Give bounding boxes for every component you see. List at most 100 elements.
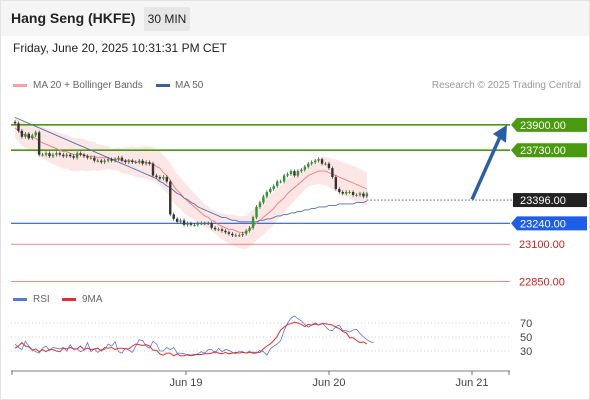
- candle-body: [238, 235, 241, 237]
- candle-body: [265, 192, 269, 197]
- instrument-title: Hang Seng (HKFE): [11, 10, 136, 26]
- bollinger-band-area: [15, 117, 367, 249]
- candle-body: [231, 233, 234, 236]
- level-tag-text: 23100.00: [519, 239, 565, 251]
- candle-body: [182, 220, 186, 225]
- candle-body: [51, 154, 55, 157]
- level-tag-support: [511, 216, 587, 231]
- candle-body: [310, 162, 313, 164]
- candle-body: [258, 202, 262, 207]
- candle-body: [62, 154, 65, 157]
- candle-body: [220, 229, 224, 231]
- candle-body: [158, 177, 162, 179]
- ma50-line: [14, 116, 368, 223]
- candle-body: [48, 153, 51, 157]
- rsi-tick-label: 70: [520, 318, 532, 330]
- candle-body: [103, 160, 106, 163]
- bollinger-legend-swatch: [13, 84, 27, 87]
- forecast-arrow-shaft: [470, 136, 502, 201]
- candle-body: [282, 175, 286, 182]
- candle-body: [251, 217, 255, 228]
- current-price-text: 23396.00: [520, 195, 566, 207]
- candle-body: [117, 157, 120, 160]
- candle-body: [144, 162, 148, 164]
- candle-body: [341, 192, 344, 194]
- candle-body: [203, 223, 206, 225]
- candle-body: [27, 133, 30, 139]
- candle-body: [65, 154, 68, 157]
- level-tag-resistance: [511, 117, 587, 132]
- ma50-legend-swatch: [156, 84, 170, 87]
- candle-body: [213, 227, 217, 230]
- candle-body: [289, 171, 293, 175]
- candle-body: [300, 169, 303, 172]
- candle-body: [24, 133, 27, 137]
- candle-body: [113, 159, 117, 161]
- rsi-ma-line: [14, 321, 368, 357]
- candle-body: [186, 223, 189, 225]
- candle-body: [189, 223, 193, 225]
- candle-body: [200, 223, 203, 225]
- timeframe-button[interactable]: 30 MIN: [144, 7, 190, 31]
- candle-body: [327, 163, 331, 169]
- candle-body: [207, 223, 210, 225]
- candle-body: [324, 163, 327, 165]
- candle-body: [345, 192, 348, 194]
- level-tag-text: 23900.00: [520, 120, 566, 132]
- candle-body: [86, 156, 89, 158]
- candle-body: [58, 153, 62, 155]
- rsi-tick-label: 30: [520, 346, 532, 358]
- candle-body: [313, 160, 317, 163]
- x-tick-label: Jun 20: [312, 377, 345, 389]
- rsi-line: [14, 315, 374, 357]
- candle-body: [93, 157, 96, 161]
- candle-body: [227, 232, 231, 234]
- candle-body: [293, 171, 296, 176]
- candle-body: [272, 186, 275, 190]
- candle-body: [262, 196, 265, 203]
- candle-body: [169, 181, 172, 215]
- current-price-tag: [513, 193, 587, 208]
- rsi-legend-label: RSI: [33, 294, 50, 305]
- candle-body: [148, 162, 151, 164]
- level-tag-text: 22850.00: [519, 277, 565, 289]
- x-tick-label: Jun 21: [455, 377, 488, 389]
- candle-body: [365, 193, 369, 197]
- x-tick-label: Jun 19: [169, 377, 202, 389]
- candle-body: [37, 132, 41, 155]
- ma50-legend-label: MA 50: [175, 80, 204, 91]
- candle-body: [72, 156, 75, 158]
- candle-body: [210, 223, 213, 228]
- candle-body: [120, 157, 124, 161]
- candle-body: [241, 233, 244, 236]
- candle-body: [224, 230, 227, 233]
- candle-body: [96, 160, 99, 162]
- candle-body: [55, 153, 58, 155]
- forecast-arrow-head: [493, 124, 507, 143]
- candle-body: [31, 135, 34, 139]
- candle-body: [331, 168, 334, 178]
- candle-body: [286, 174, 289, 176]
- candle-body: [138, 160, 141, 163]
- header-bar: Hang Seng (HKFE) 30 MIN: [0, 0, 590, 36]
- candle-body: [141, 160, 144, 164]
- bollinger-legend-label: MA 20 + Bollinger Bands: [33, 80, 143, 91]
- candle-body: [296, 171, 300, 176]
- candle-body: [131, 160, 134, 163]
- rsi-tick-label: 50: [520, 332, 532, 344]
- candle-body: [41, 154, 44, 156]
- timestamp: Friday, June 20, 2025 10:31:31 PM CET: [13, 41, 227, 55]
- candle-body: [276, 181, 279, 187]
- candle-body: [334, 177, 338, 190]
- candle-body: [362, 193, 365, 197]
- level-tag-text: 23240.00: [520, 218, 566, 230]
- candle-body: [127, 160, 131, 163]
- candle-body: [110, 159, 113, 161]
- rsi-ma-legend-label: 9MA: [82, 294, 103, 305]
- candle-body: [151, 163, 155, 176]
- candle-body: [348, 192, 351, 193]
- candle-body: [317, 159, 320, 161]
- candle-body: [106, 159, 110, 161]
- rsi-legend-swatch: [13, 298, 27, 301]
